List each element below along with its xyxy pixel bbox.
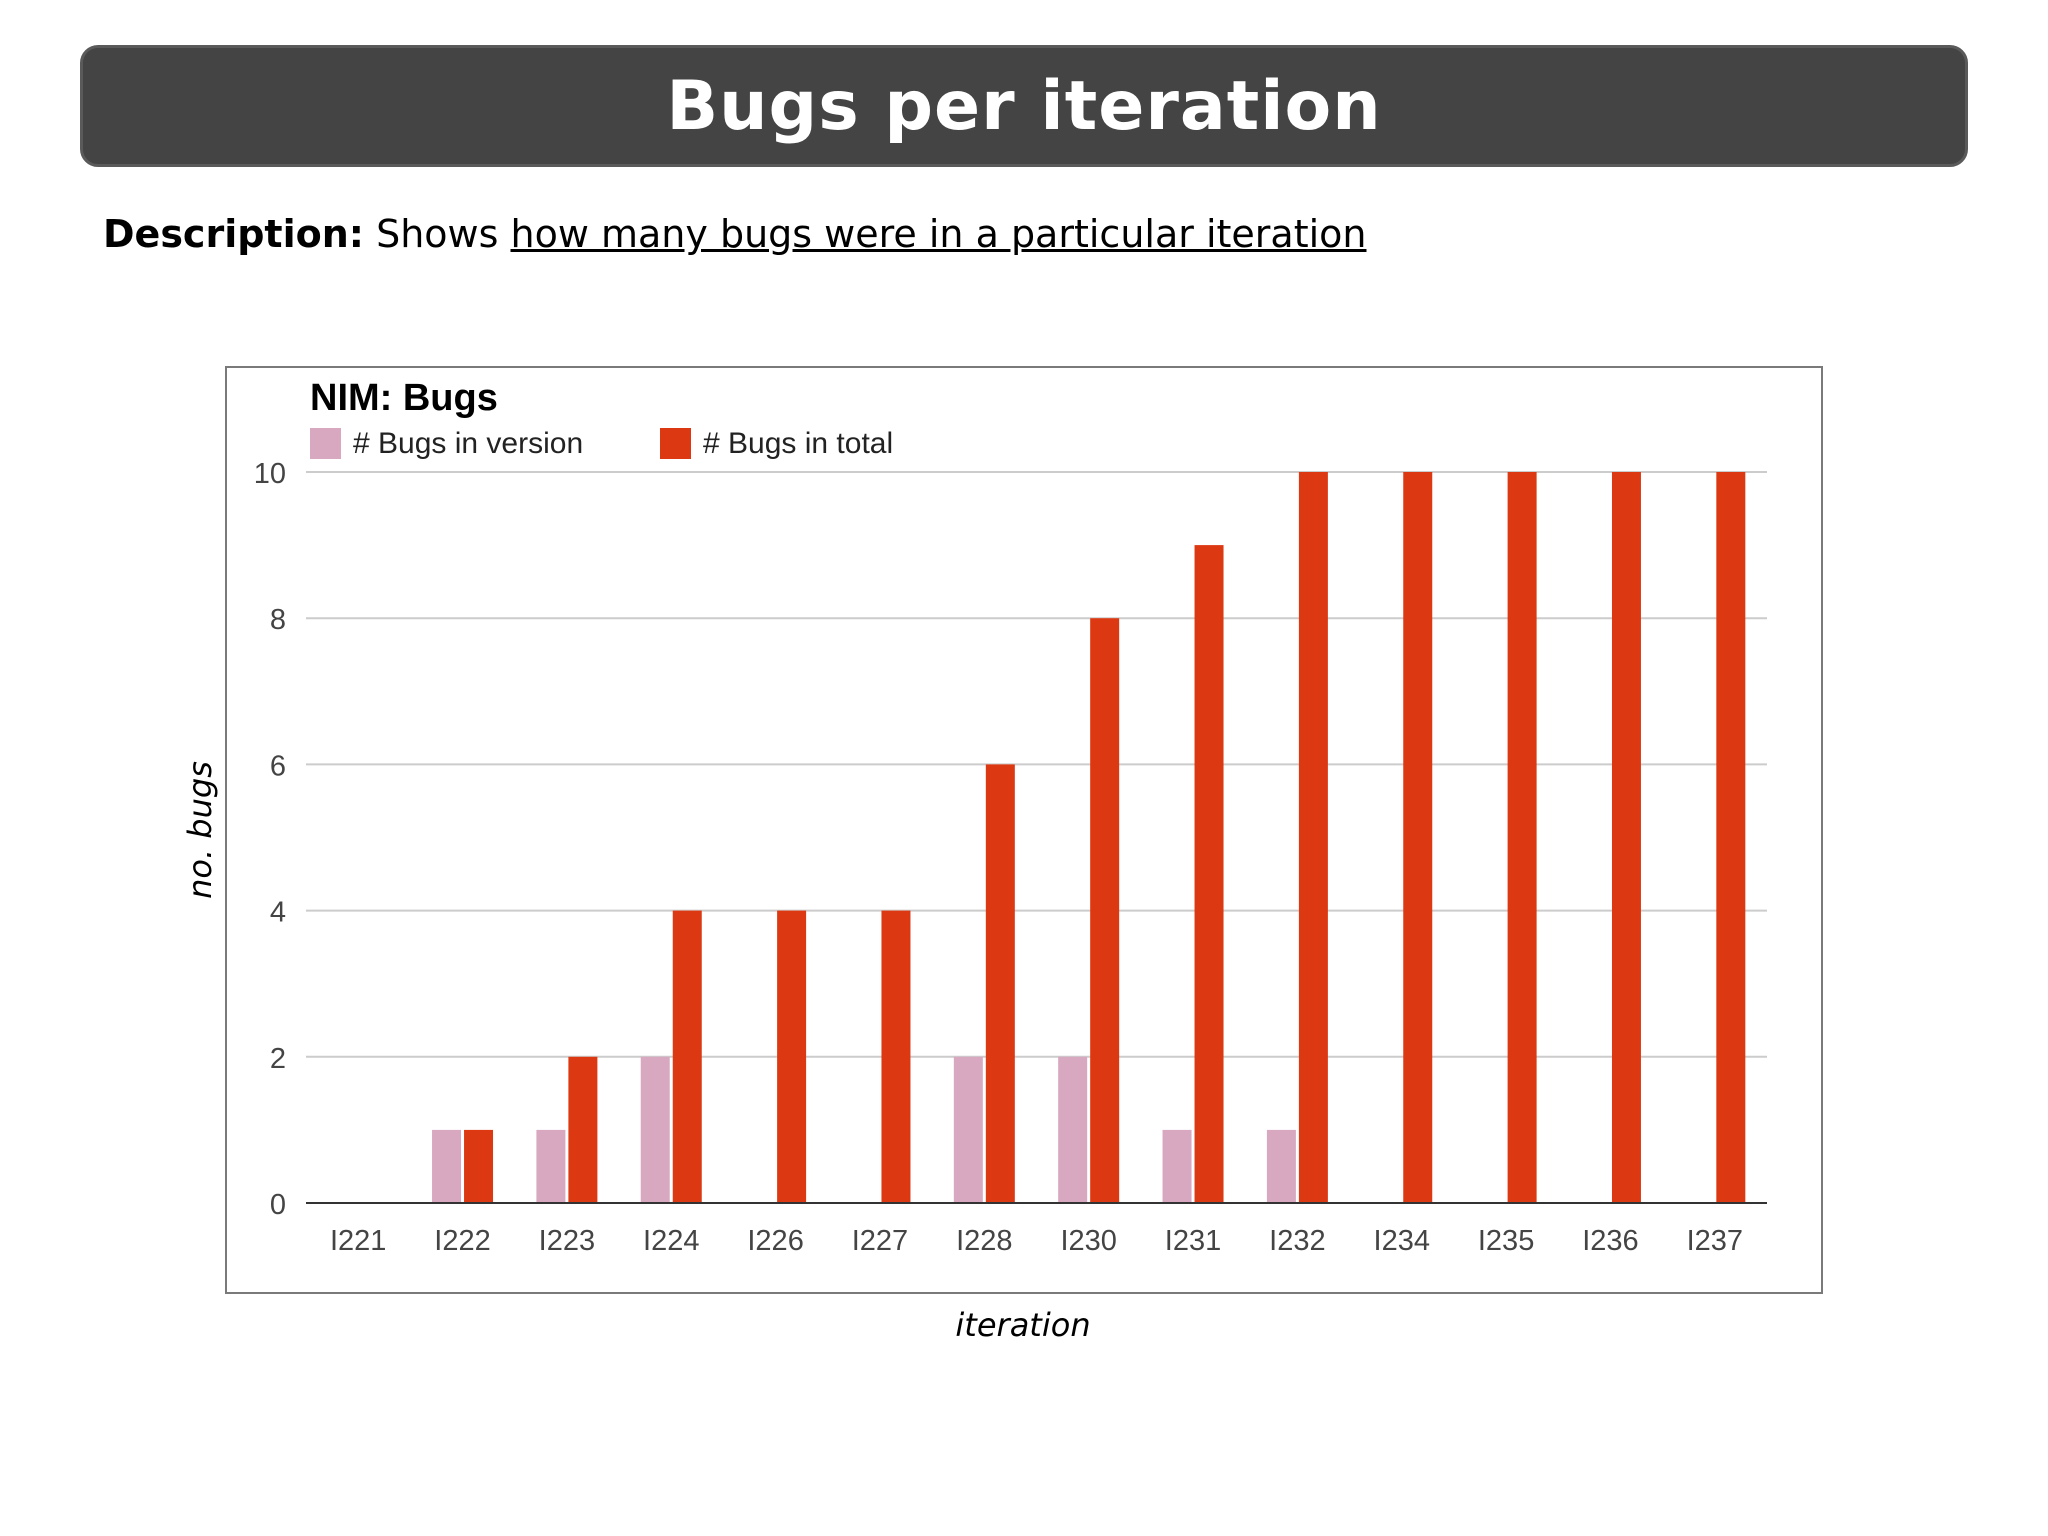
- x-tick-label: I231: [1165, 1225, 1221, 1257]
- title-banner: Bugs per iteration: [80, 45, 1968, 167]
- x-tick-label: I236: [1582, 1225, 1638, 1257]
- x-tick-label: I232: [1269, 1225, 1325, 1257]
- page-title: Bugs per iteration: [666, 66, 1382, 146]
- bar: [777, 910, 807, 1203]
- description-text: Shows: [376, 212, 511, 256]
- x-tick-label: I221: [330, 1225, 386, 1257]
- bar: [1058, 1056, 1088, 1203]
- bar: [985, 764, 1015, 1203]
- description: Description: Shows how many bugs were in…: [103, 212, 1366, 256]
- bar: [640, 1056, 670, 1203]
- x-tick-label: I235: [1478, 1225, 1534, 1257]
- bar: [672, 910, 702, 1203]
- bar: [568, 1056, 598, 1203]
- bar: [1298, 472, 1328, 1203]
- x-tick-label: I230: [1060, 1225, 1116, 1257]
- legend-label-1: # Bugs in version: [353, 427, 583, 460]
- bar: [1507, 472, 1537, 1203]
- x-tick-label: I226: [747, 1225, 803, 1257]
- bar: [1716, 472, 1746, 1203]
- legend-label-2: # Bugs in total: [703, 427, 893, 460]
- description-label: Description:: [103, 212, 364, 256]
- y-tick-label: 2: [270, 1043, 286, 1075]
- y-tick-label: 0: [270, 1189, 286, 1221]
- description-emphasis: how many bugs were in a particular itera…: [510, 212, 1367, 256]
- bar: [432, 1129, 462, 1203]
- bar: [1162, 1129, 1192, 1203]
- legend-swatch-2: [660, 428, 691, 459]
- x-axis-label: iteration: [955, 1306, 1091, 1344]
- bar: [953, 1056, 983, 1203]
- bar: [464, 1129, 494, 1203]
- bar: [1090, 618, 1120, 1203]
- bar: [881, 910, 911, 1203]
- x-tick-label: I222: [434, 1225, 490, 1257]
- y-tick-label: 4: [270, 897, 286, 929]
- y-tick-label: 8: [270, 604, 286, 636]
- bar: [1611, 472, 1641, 1203]
- bar: [536, 1129, 566, 1203]
- x-tick-label: I237: [1687, 1225, 1743, 1257]
- y-tick-label: 6: [270, 750, 286, 782]
- legend-swatch-1: [310, 428, 341, 459]
- y-tick-label: 10: [254, 458, 286, 490]
- x-tick-label: I234: [1374, 1225, 1430, 1257]
- chart-title: NIM: Bugs: [310, 377, 498, 419]
- bar: [1266, 1129, 1296, 1203]
- x-tick-label: I228: [956, 1225, 1012, 1257]
- x-tick-label: I227: [852, 1225, 908, 1257]
- x-tick-label: I223: [539, 1225, 595, 1257]
- bar: [1403, 472, 1433, 1203]
- x-tick-label: I224: [643, 1225, 699, 1257]
- bar: [1194, 545, 1224, 1203]
